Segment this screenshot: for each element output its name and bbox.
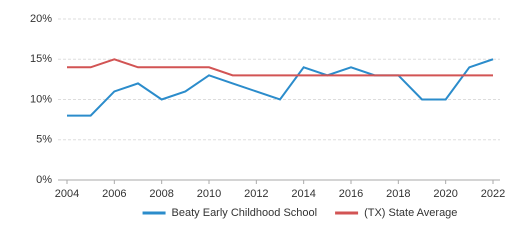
x-tick-label: 2014 — [291, 188, 315, 200]
y-tick-label: 10% — [30, 93, 52, 105]
x-tick-label: 2016 — [339, 188, 363, 200]
y-tick-label: 5% — [36, 134, 52, 146]
x-tick-label: 2010 — [197, 188, 221, 200]
x-tick-label: 2022 — [481, 188, 505, 200]
y-tick-label: 15% — [30, 53, 52, 65]
x-tick-label: 2020 — [433, 188, 457, 200]
x-tick-label: 2004 — [55, 188, 79, 200]
chart: 0% 5% 10% 15% 20% 2004 2006 2008 2010 2012 2014 201… — [30, 13, 505, 219]
legend-label: (TX) State Average — [364, 207, 457, 219]
legend-label: Beaty Early Childhood School — [172, 207, 318, 219]
line-series — [67, 58, 494, 117]
y-tick-label: 20% — [30, 13, 52, 25]
y-tick-label: 0% — [36, 174, 52, 186]
x-tick-label: 2008 — [149, 188, 173, 200]
line-series — [67, 58, 493, 77]
x-tick-label: 2006 — [102, 188, 126, 200]
x-tick-label: 2018 — [386, 188, 410, 200]
x-tick-label: 2012 — [244, 188, 268, 200]
